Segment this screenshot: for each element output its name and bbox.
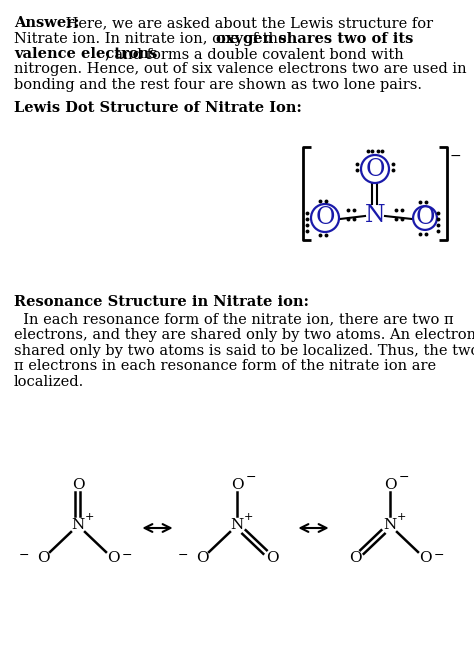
Text: bonding and the rest four are shown as two lone pairs.: bonding and the rest four are shown as t… xyxy=(14,78,422,92)
Text: O: O xyxy=(266,551,278,565)
Text: O: O xyxy=(349,551,361,565)
Text: Resonance Structure in Nitrate ion:: Resonance Structure in Nitrate ion: xyxy=(14,295,309,309)
Text: −: − xyxy=(450,149,462,163)
Text: Answer:: Answer: xyxy=(14,16,80,30)
Text: +: + xyxy=(397,512,406,522)
Text: valence electrons: valence electrons xyxy=(14,47,157,61)
Text: nitrogen. Hence, out of six valence electrons two are used in: nitrogen. Hence, out of six valence elec… xyxy=(14,62,466,76)
Text: N: N xyxy=(383,518,397,532)
Text: O: O xyxy=(365,157,385,180)
Text: O: O xyxy=(36,551,49,565)
Text: N: N xyxy=(230,518,244,532)
Text: −: − xyxy=(18,549,29,561)
Text: N: N xyxy=(365,204,385,226)
Text: Here, we are asked about the Lewis structure for: Here, we are asked about the Lewis struc… xyxy=(61,16,433,30)
Text: −: − xyxy=(434,549,445,561)
Text: O: O xyxy=(72,478,84,492)
Text: −: − xyxy=(177,549,188,561)
Text: , and forms a double covalent bond with: , and forms a double covalent bond with xyxy=(105,47,404,61)
Text: O: O xyxy=(315,206,335,230)
Text: −: − xyxy=(122,549,133,561)
Text: O: O xyxy=(383,478,396,492)
Text: localized.: localized. xyxy=(14,375,84,389)
Text: Lewis Dot Structure of Nitrate Ion:: Lewis Dot Structure of Nitrate Ion: xyxy=(14,101,302,115)
Text: O: O xyxy=(107,551,119,565)
Text: N: N xyxy=(72,518,85,532)
Text: O: O xyxy=(415,206,435,230)
Text: −: − xyxy=(246,470,256,484)
Text: π electrons in each resonance form of the nitrate ion are: π electrons in each resonance form of th… xyxy=(14,359,436,373)
Text: O: O xyxy=(196,551,208,565)
Text: O: O xyxy=(231,478,243,492)
Text: electrons, and they are shared only by two atoms. An electron: electrons, and they are shared only by t… xyxy=(14,328,474,342)
Text: −: − xyxy=(399,470,410,484)
Text: oxygen shares two of its: oxygen shares two of its xyxy=(216,31,413,46)
Text: shared only by two atoms is said to be localized. Thus, the two: shared only by two atoms is said to be l… xyxy=(14,344,474,358)
Text: O: O xyxy=(419,551,431,565)
Text: +: + xyxy=(244,512,254,522)
Text: Nitrate ion. In nitrate ion, one of the: Nitrate ion. In nitrate ion, one of the xyxy=(14,31,291,46)
Text: In each resonance form of the nitrate ion, there are two π: In each resonance form of the nitrate io… xyxy=(14,312,454,326)
Text: +: + xyxy=(85,512,94,522)
